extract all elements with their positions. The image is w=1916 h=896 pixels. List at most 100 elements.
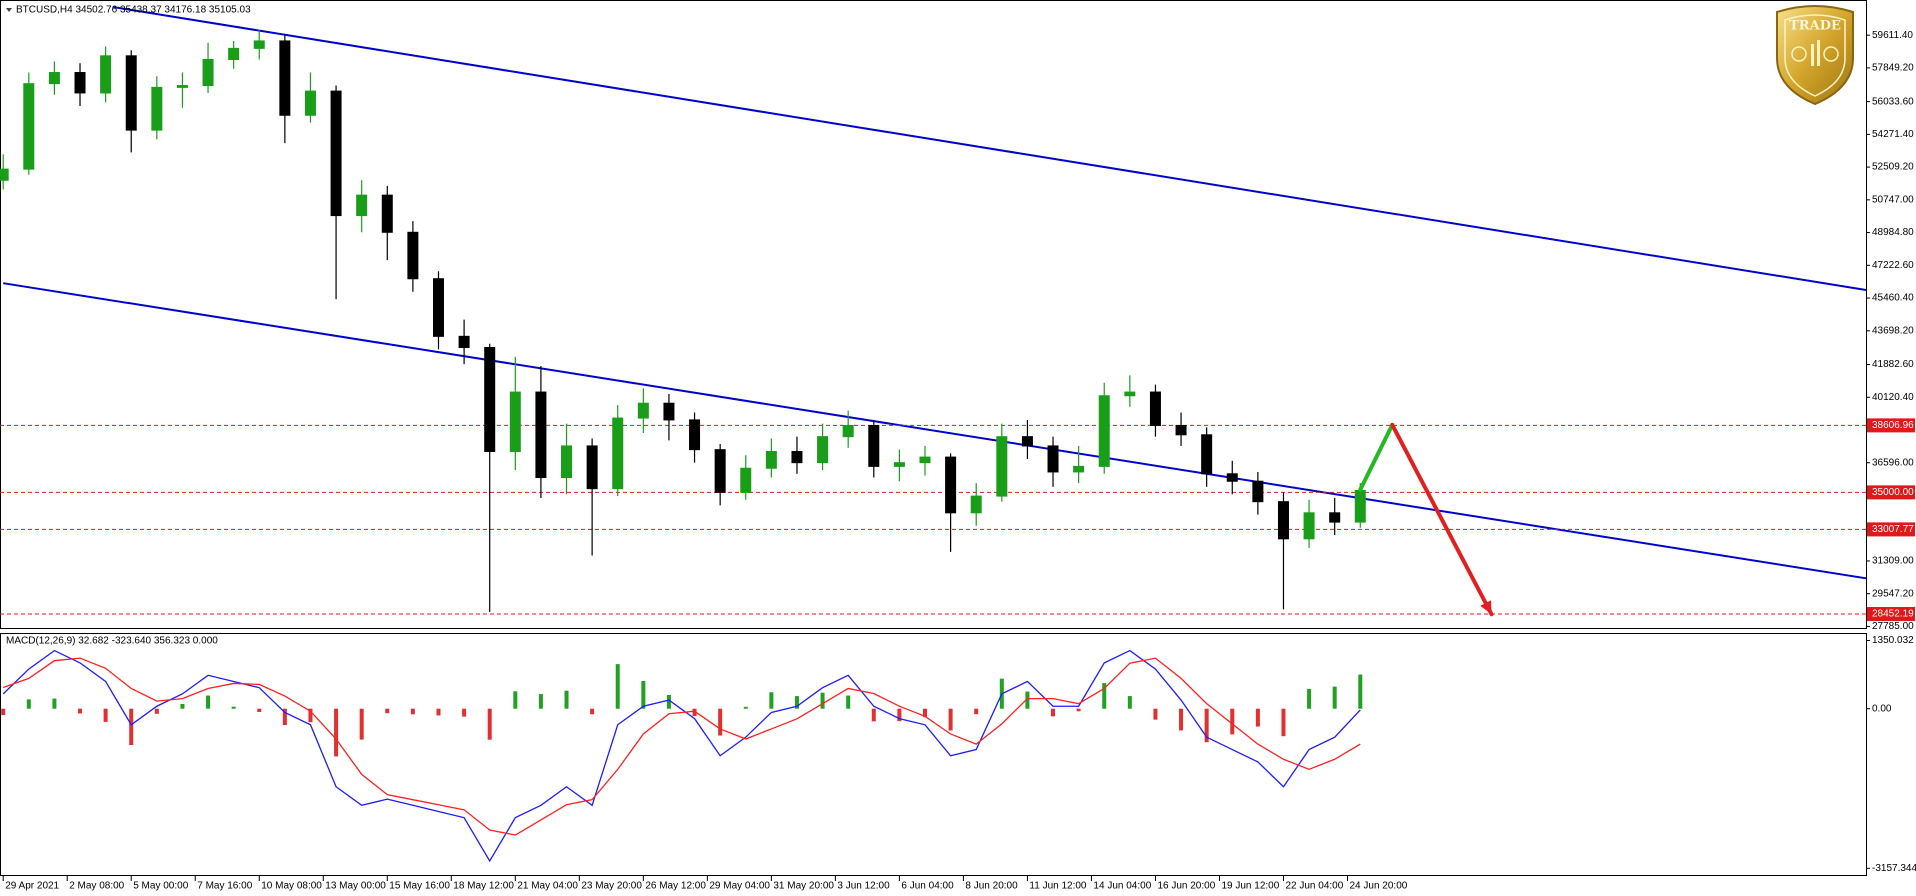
x-tick-label: 19 Jun 12:00 bbox=[1221, 881, 1279, 892]
candle-body bbox=[689, 419, 701, 451]
macd-histogram-bar bbox=[1230, 708, 1235, 735]
y-tick-label: 43698.20 bbox=[1872, 325, 1914, 336]
macd-histogram-bar bbox=[129, 708, 134, 745]
macd-histogram-bar bbox=[282, 708, 287, 726]
x-tick-label: 18 May 12:00 bbox=[453, 881, 514, 892]
logo-bar bbox=[1811, 44, 1814, 66]
signal-line bbox=[2, 657, 1361, 836]
candle-body bbox=[1277, 501, 1289, 540]
candle-body bbox=[970, 495, 982, 514]
macd-histogram-bar bbox=[231, 706, 236, 709]
candle-body bbox=[23, 83, 35, 170]
candle-body bbox=[1303, 512, 1315, 540]
x-tick-label: 8 Jun 20:00 bbox=[965, 881, 1018, 892]
candle-body bbox=[663, 402, 675, 421]
logo-inner bbox=[1784, 14, 1846, 97]
macd-histogram-bar bbox=[78, 708, 83, 714]
symbol-menu-icon[interactable] bbox=[6, 8, 12, 12]
y-tick-label: 0.00 bbox=[1872, 703, 1892, 714]
level-label: 35000.00 bbox=[1872, 487, 1914, 498]
y-tick-label: 59611.40 bbox=[1872, 30, 1913, 41]
y-tick-label: 40120.40 bbox=[1872, 392, 1914, 403]
macd-histogram-bar bbox=[26, 699, 31, 709]
forecast-arrow bbox=[1358, 422, 1395, 492]
candle-body bbox=[1073, 465, 1085, 473]
macd-histogram-bar bbox=[1332, 686, 1337, 709]
plot-layer: 59611.40 57849.20 56033.60 54271.40 52509.20… bbox=[0, 6, 1916, 892]
level-label: 28452.19 bbox=[1872, 609, 1914, 620]
macd-histogram-bar bbox=[1025, 691, 1030, 709]
candle-body bbox=[151, 86, 163, 131]
logo: TRADE bbox=[1776, 5, 1854, 106]
channel-line bbox=[113, 6, 1867, 291]
x-tick-label: 24 Jun 20:00 bbox=[1349, 881, 1407, 892]
candle-body bbox=[432, 278, 444, 337]
macd-histogram-bar bbox=[743, 706, 748, 709]
x-tick-label: 21 May 04:00 bbox=[517, 881, 578, 892]
candle-body bbox=[586, 445, 598, 490]
candle-body bbox=[228, 47, 240, 61]
macd-histogram-bar bbox=[846, 695, 851, 709]
logo-shield bbox=[1776, 5, 1854, 106]
candle-body bbox=[740, 467, 752, 493]
macd-histogram-bar bbox=[334, 708, 339, 757]
candle-body bbox=[919, 456, 931, 464]
candle-body bbox=[202, 59, 214, 87]
candle-body bbox=[304, 90, 316, 116]
x-tick-label: 11 Jun 12:00 bbox=[1029, 881, 1087, 892]
macd-histogram-bar bbox=[385, 708, 390, 714]
candle-body bbox=[1354, 490, 1366, 523]
candle-body bbox=[407, 231, 419, 280]
x-tick-label: 7 May 16:00 bbox=[197, 881, 252, 892]
level-label: 33007.77 bbox=[1872, 524, 1914, 535]
x-tick-label: 23 May 20:00 bbox=[581, 881, 642, 892]
candle-body bbox=[1252, 480, 1264, 503]
macd-histogram-bar bbox=[1051, 708, 1056, 717]
candle-body bbox=[356, 194, 368, 217]
macd-histogram-bar bbox=[666, 695, 671, 709]
x-tick-label: 14 Jun 04:00 bbox=[1093, 881, 1151, 892]
chart-title: BTCUSD,H4 34502.76 35438.37 34176.18 351… bbox=[16, 5, 251, 16]
x-tick-label: 2 May 08:00 bbox=[69, 881, 124, 892]
candle-body bbox=[1329, 512, 1341, 523]
candle-body bbox=[100, 55, 112, 94]
macd-histogram-bar bbox=[590, 708, 595, 715]
candle-body bbox=[996, 436, 1008, 497]
macd-histogram-bar bbox=[462, 708, 467, 717]
logo-coin bbox=[1823, 46, 1839, 62]
x-tick-label: 3 Jun 12:00 bbox=[837, 881, 890, 892]
macd-histogram-bar bbox=[871, 708, 876, 722]
candle-body bbox=[1047, 445, 1059, 473]
candle-body bbox=[817, 436, 829, 464]
candle-body bbox=[176, 85, 188, 88]
macd-histogram-bar bbox=[436, 708, 441, 716]
x-tick-label: 29 Apr 2021 bbox=[5, 881, 59, 892]
macd-histogram-bar bbox=[1127, 696, 1132, 709]
candle-body bbox=[791, 451, 803, 464]
macd-histogram-bar bbox=[794, 696, 799, 709]
candle-body bbox=[330, 90, 342, 217]
macd-histogram-bar bbox=[948, 708, 953, 731]
x-tick-label: 29 May 04:00 bbox=[709, 881, 770, 892]
macd-histogram-bar bbox=[1255, 708, 1260, 727]
candle-body bbox=[535, 391, 547, 479]
candle-body bbox=[1226, 473, 1238, 482]
macd-histogram-bar bbox=[615, 664, 620, 709]
x-tick-label: 16 Jun 20:00 bbox=[1157, 881, 1215, 892]
candle-body bbox=[868, 425, 880, 467]
candle-body bbox=[842, 425, 854, 438]
macd-panel bbox=[0, 633, 1867, 876]
macd-histogram-bar bbox=[641, 680, 646, 709]
level-label-box bbox=[1867, 522, 1915, 537]
candle-body bbox=[0, 168, 9, 181]
macd-title: MACD(12,26,9) 32.682 -323.640 356.323 0.… bbox=[6, 636, 218, 647]
level-label: 38606.96 bbox=[1872, 420, 1914, 431]
macd-histogram-bar bbox=[103, 708, 108, 722]
y-tick-label: 41882.60 bbox=[1872, 359, 1914, 370]
macd-histogram-bar bbox=[897, 708, 902, 722]
y-tick-label: 31309.00 bbox=[1872, 556, 1914, 567]
x-tick-label: 26 May 12:00 bbox=[645, 881, 706, 892]
macd-histogram-bar bbox=[820, 692, 825, 709]
